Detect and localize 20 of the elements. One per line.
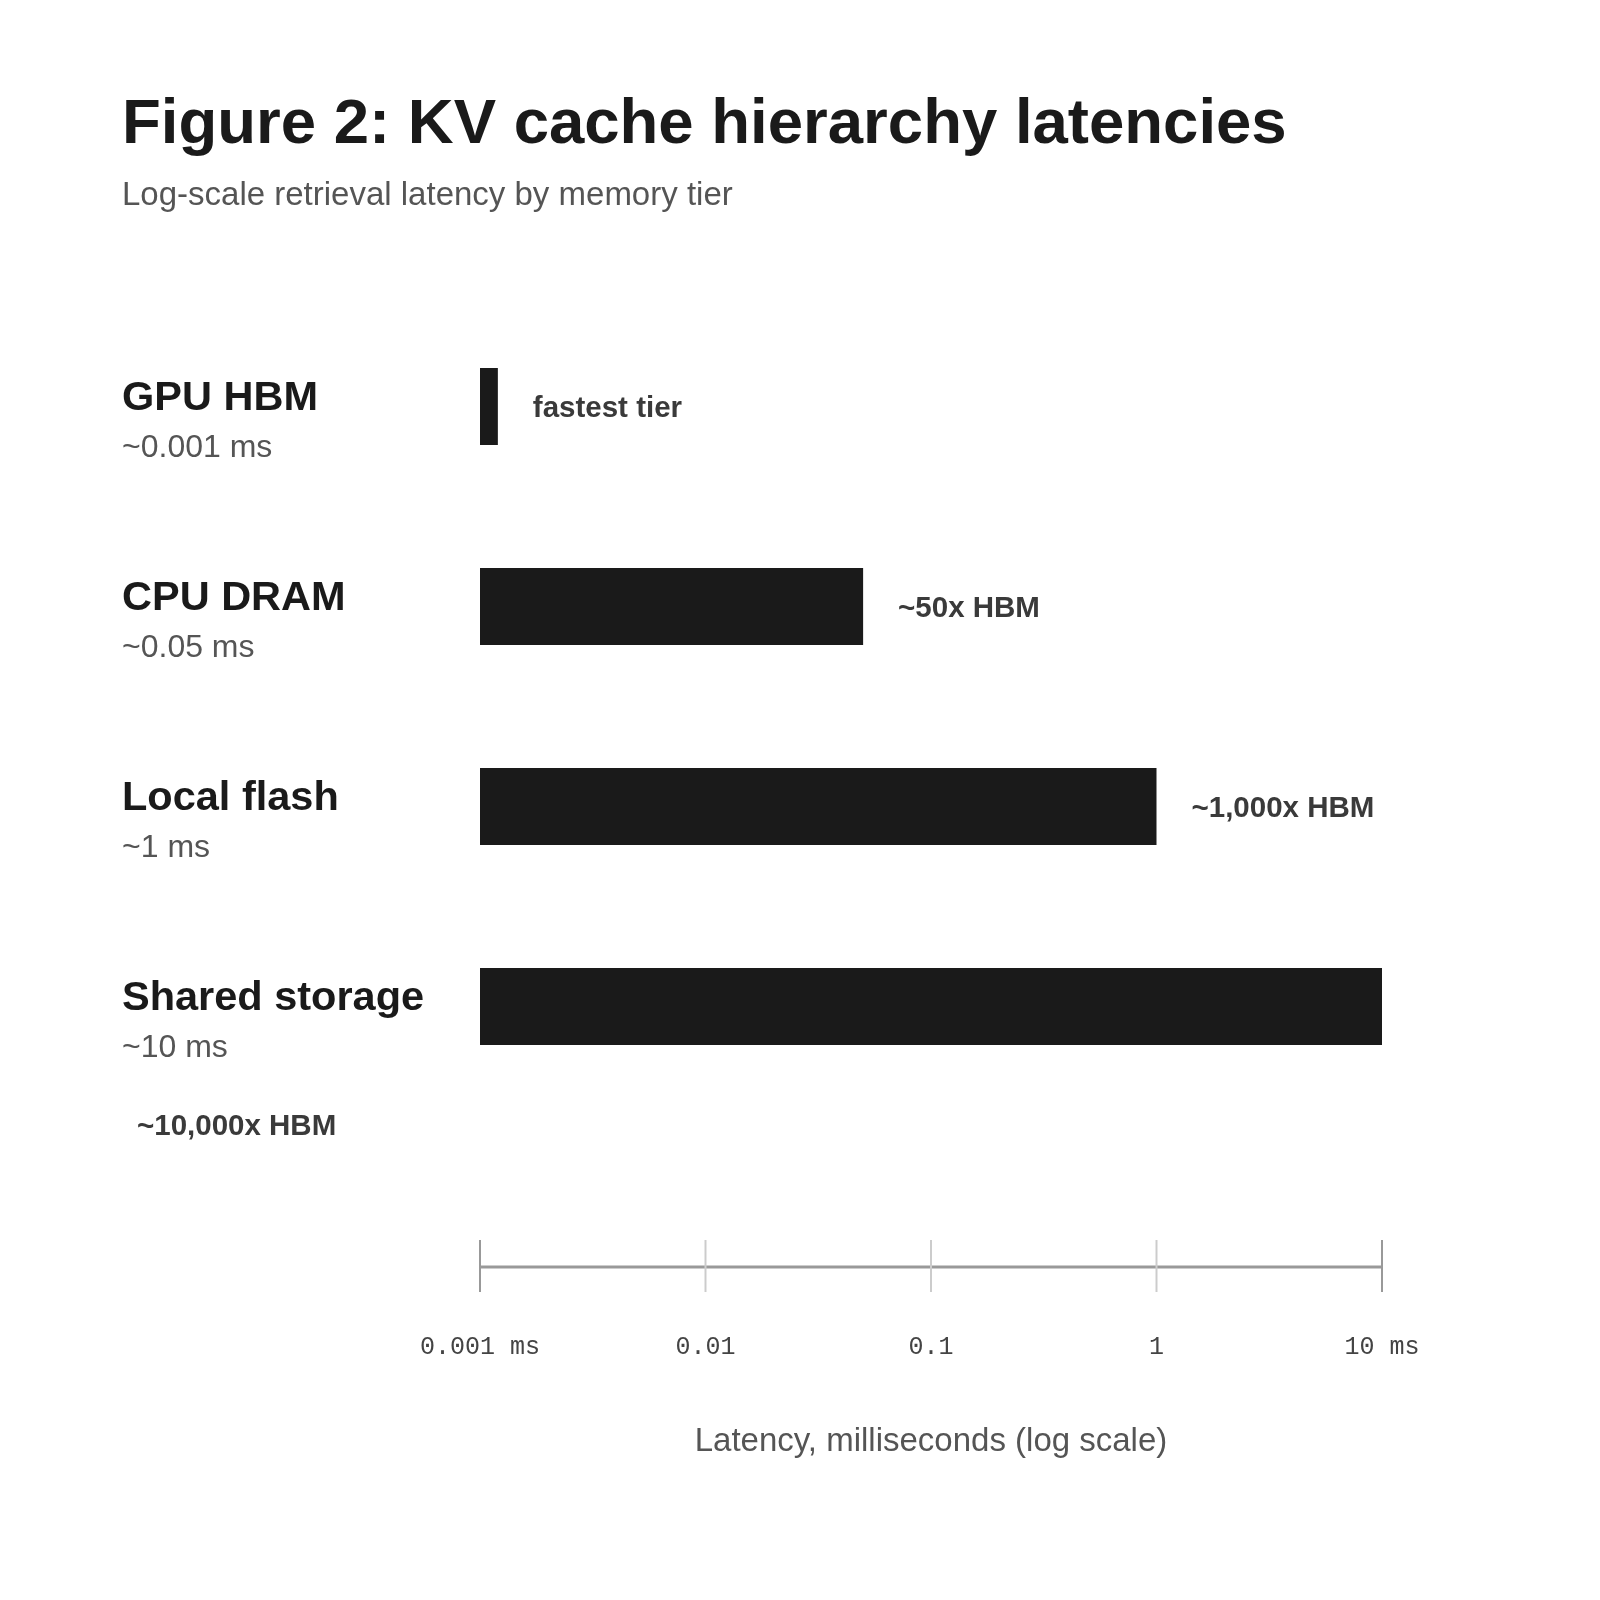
- x-tick-label: 10 ms: [1344, 1333, 1420, 1362]
- annotation: ~50x HBM: [898, 589, 1040, 623]
- chart-title: Figure 2: KV cache hierarchy latencies: [122, 86, 1287, 156]
- annotation: ~1,000x HBM: [1191, 789, 1375, 823]
- x-axis-title: Latency, milliseconds (log scale): [694, 1421, 1168, 1458]
- x-tick-label: 1: [1148, 1333, 1165, 1362]
- y-tick-label: GPU HBM: [122, 371, 318, 419]
- y-tick-label: Shared storage: [122, 971, 425, 1019]
- y-tick-label: CPU DRAM: [122, 571, 346, 619]
- text: ~0.001 ms: [122, 427, 273, 464]
- text: ~1 ms: [122, 827, 211, 864]
- x-tick-label: 0.01: [675, 1333, 736, 1362]
- annotation: fastest tier: [532, 389, 683, 423]
- x-tick-label: 0.1: [908, 1333, 954, 1362]
- x-tick-label: 0.001 ms: [419, 1333, 541, 1362]
- text: ~10 ms: [122, 1027, 228, 1064]
- y-tick-label: Local flash: [122, 771, 339, 819]
- chart-subtitle: Log-scale retrieval latency by memory tier: [122, 175, 733, 212]
- text: ~0.05 ms: [122, 627, 255, 664]
- text: ~10,000x HBM: [137, 1107, 337, 1141]
